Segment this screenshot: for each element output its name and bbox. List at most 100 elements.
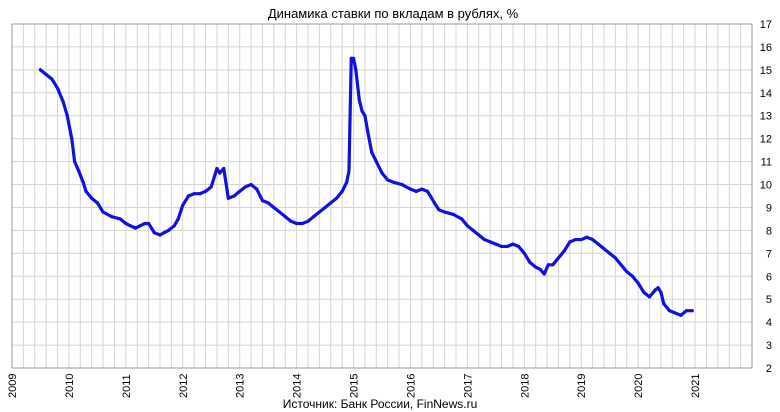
data-point bbox=[460, 217, 464, 221]
data-point bbox=[400, 182, 404, 187]
data-point bbox=[133, 226, 138, 230]
data-point bbox=[243, 185, 247, 189]
data-point bbox=[690, 309, 694, 313]
data-point bbox=[619, 263, 623, 267]
data-point bbox=[673, 311, 677, 315]
chart-title: Динамика ставки по вкладам в рублях, % bbox=[268, 6, 519, 21]
data-point bbox=[488, 240, 492, 244]
data-point bbox=[266, 201, 270, 205]
plot-frame bbox=[11, 23, 753, 369]
data-point bbox=[471, 228, 475, 232]
data-point bbox=[124, 221, 128, 226]
data-point bbox=[50, 77, 54, 81]
data-point bbox=[209, 185, 213, 189]
y-tick-label: 10 bbox=[760, 180, 772, 192]
data-point bbox=[118, 217, 122, 221]
data-point bbox=[443, 210, 447, 214]
data-point bbox=[340, 189, 344, 194]
y-tick-label: 16 bbox=[760, 42, 772, 54]
data-point bbox=[602, 247, 606, 251]
data-point bbox=[573, 237, 578, 242]
data-point bbox=[551, 263, 555, 267]
grid bbox=[11, 23, 753, 369]
data-point bbox=[357, 98, 361, 102]
data-point bbox=[562, 249, 566, 253]
data-points bbox=[38, 56, 694, 317]
data-point bbox=[351, 56, 356, 61]
data-point bbox=[374, 160, 378, 164]
x-tick-label: 2019 bbox=[576, 374, 588, 398]
data-point bbox=[591, 237, 595, 242]
data-point bbox=[653, 288, 657, 292]
x-tick-label: 2013 bbox=[235, 374, 247, 398]
data-point bbox=[312, 215, 316, 219]
y-axis-ticks: 2 3 4 5 6 7 8 9 10 11 12 13 14 15 16 17 bbox=[760, 19, 772, 375]
y-tick-label: 17 bbox=[760, 19, 772, 31]
data-point bbox=[370, 150, 374, 155]
data-point bbox=[482, 237, 487, 242]
data-point bbox=[101, 210, 105, 214]
data-point bbox=[334, 196, 339, 200]
data-point bbox=[84, 189, 88, 194]
data-point bbox=[613, 256, 617, 260]
x-tick-label: 2021 bbox=[690, 374, 702, 398]
data-point bbox=[647, 295, 652, 299]
data-point bbox=[249, 182, 253, 187]
data-point bbox=[349, 56, 353, 61]
data-point bbox=[226, 196, 230, 200]
data-point bbox=[363, 114, 367, 118]
data-point bbox=[329, 201, 333, 205]
data-point bbox=[667, 309, 672, 313]
data-point bbox=[642, 290, 646, 294]
data-point bbox=[585, 235, 589, 239]
data-point bbox=[81, 180, 85, 184]
data-point bbox=[451, 212, 455, 216]
data-point bbox=[260, 198, 265, 203]
data-point bbox=[414, 189, 418, 194]
data-point bbox=[477, 233, 481, 237]
data-point bbox=[283, 215, 287, 219]
x-axis-ticks: 2009 2010 2011 2012 2013 2014 2015 2016 2017 2018… bbox=[7, 374, 702, 398]
data-point bbox=[70, 137, 74, 141]
x-tick-label: 2018 bbox=[519, 374, 531, 398]
data-point bbox=[499, 244, 504, 249]
data-point bbox=[568, 240, 572, 244]
data-point bbox=[465, 224, 469, 228]
data-point bbox=[232, 194, 236, 198]
data-point bbox=[95, 201, 99, 205]
data-point bbox=[494, 242, 498, 246]
y-tick-label: 9 bbox=[766, 202, 772, 214]
data-point bbox=[366, 130, 370, 134]
data-point bbox=[636, 281, 640, 285]
data-point bbox=[172, 224, 176, 228]
data-point bbox=[323, 205, 327, 210]
data-point bbox=[391, 180, 395, 184]
x-tick-label: 2015 bbox=[349, 374, 361, 398]
data-point bbox=[420, 187, 424, 191]
data-point bbox=[542, 272, 546, 276]
y-tick-label: 6 bbox=[766, 271, 772, 283]
data-point bbox=[38, 68, 43, 72]
data-point bbox=[579, 237, 583, 242]
data-point bbox=[386, 178, 390, 182]
data-point bbox=[538, 267, 542, 271]
data-point bbox=[556, 256, 561, 260]
data-point bbox=[511, 242, 515, 246]
data-point bbox=[347, 169, 351, 173]
y-tick-label: 2 bbox=[766, 363, 772, 375]
data-point bbox=[215, 166, 219, 171]
data-point bbox=[166, 228, 171, 232]
data-point bbox=[162, 231, 166, 235]
x-tick-label: 2011 bbox=[121, 374, 133, 398]
data-point bbox=[608, 251, 612, 255]
y-tick-label: 12 bbox=[760, 134, 772, 146]
data-point bbox=[360, 109, 364, 113]
data-point bbox=[317, 210, 321, 214]
data-point bbox=[295, 221, 299, 226]
data-point bbox=[354, 68, 358, 72]
data-point bbox=[596, 242, 600, 246]
data-point bbox=[176, 217, 180, 221]
data-point bbox=[198, 192, 202, 196]
data-point bbox=[158, 233, 162, 237]
